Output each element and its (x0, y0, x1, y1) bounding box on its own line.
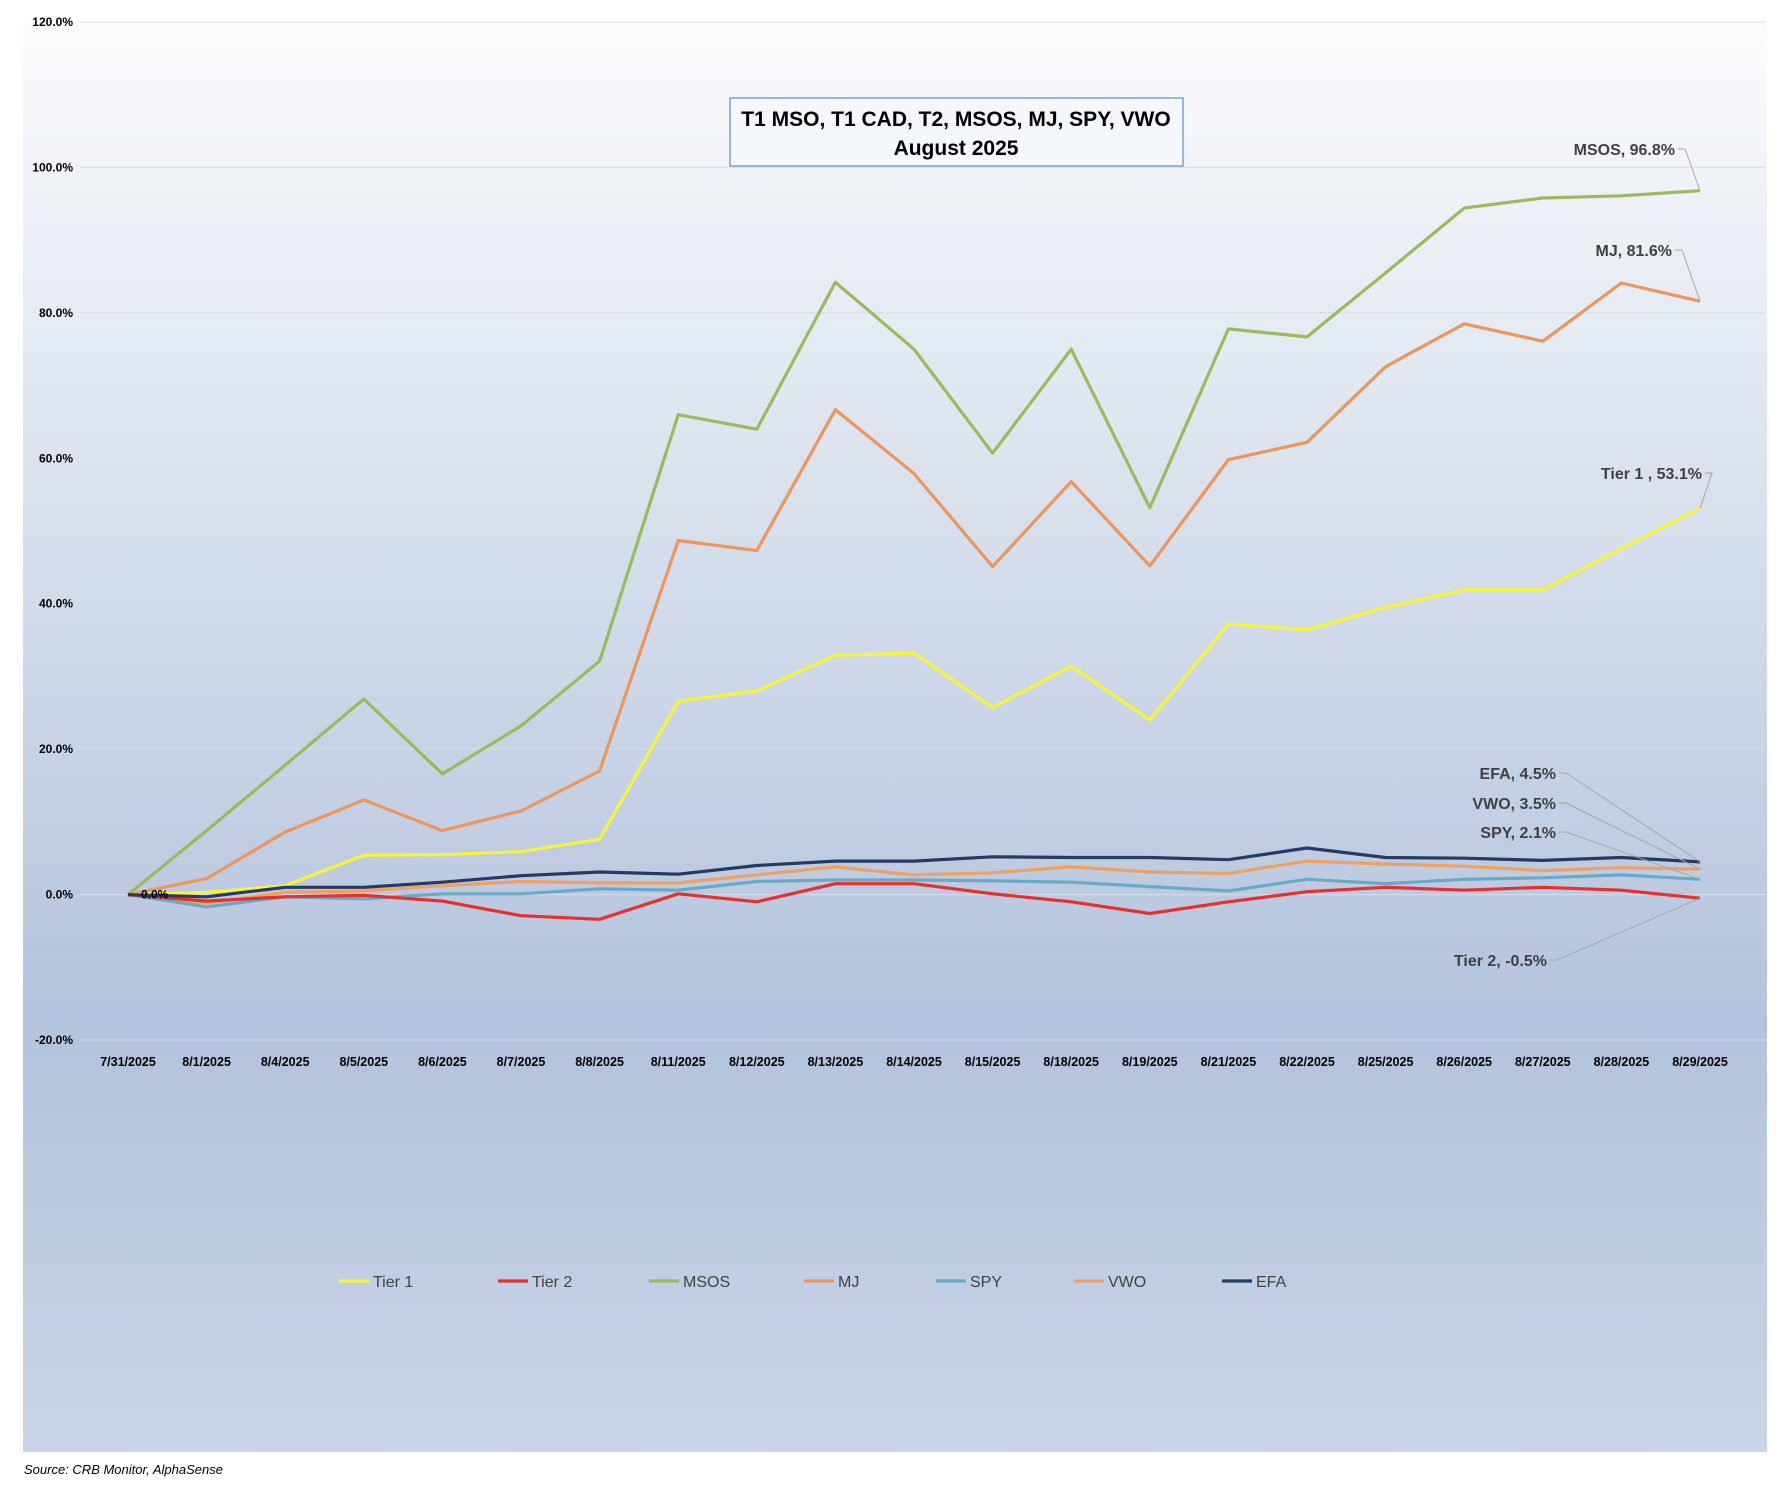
x-tick-label: 7/31/2025 (100, 1055, 156, 1069)
leader-line (1550, 897, 1701, 961)
y-tick-label: 100.0% (32, 160, 73, 174)
y-tick-label: -20.0% (35, 1033, 73, 1047)
start-label: 0.0% (141, 888, 169, 902)
legend-item-efa: EFA (1222, 1274, 1287, 1291)
source-note: Source: CRB Monitor, AlphaSense (24, 1462, 223, 1477)
x-tick-label: 8/18/2025 (1043, 1055, 1099, 1069)
x-tick-label: 8/7/2025 (497, 1055, 546, 1069)
end-label-tier-2: Tier 2, -0.5% (1454, 953, 1547, 970)
legend-item-msos: MSOS (649, 1274, 730, 1291)
x-tick-label: 8/6/2025 (418, 1055, 467, 1069)
x-tick-label: 8/1/2025 (182, 1055, 231, 1069)
end-label-msos: MSOS, 96.8% (1574, 142, 1675, 159)
x-tick-label: 8/5/2025 (339, 1055, 388, 1069)
leader-line (1699, 472, 1713, 509)
x-tick-label: 8/4/2025 (261, 1055, 310, 1069)
chart-title-line-1: T1 MSO, T1 CAD, T2, MSOS, MJ, SPY, VWO (741, 108, 1170, 131)
legend-label: MSOS (683, 1274, 730, 1291)
series-line-msos (126, 189, 1701, 896)
x-tick-label: 8/11/2025 (651, 1055, 706, 1069)
x-tick-label: 8/15/2025 (965, 1055, 1021, 1069)
end-label-mj: MJ, 81.6% (1596, 243, 1672, 260)
legend-item-tier-2: Tier 2 (498, 1274, 572, 1291)
legend-label: MJ (838, 1274, 859, 1291)
series-line-mj (127, 281, 1701, 897)
legend-label: Tier 1 (373, 1274, 413, 1291)
x-tick-label: 8/29/2025 (1672, 1055, 1728, 1069)
leader-line (1678, 148, 1701, 191)
x-tick-label: 8/13/2025 (808, 1055, 864, 1069)
x-tick-label: 8/12/2025 (729, 1055, 785, 1069)
y-tick-label: 80.0% (39, 306, 73, 320)
x-tick-label: 8/8/2025 (575, 1055, 624, 1069)
end-label-tier-1: Tier 1 , 53.1% (1601, 466, 1702, 483)
x-tick-label: 8/25/2025 (1358, 1055, 1414, 1069)
chart-title-box: T1 MSO, T1 CAD, T2, MSOS, MJ, SPY, VWO A… (729, 97, 1184, 167)
y-tick-label: 60.0% (39, 451, 73, 465)
y-tick-label: 20.0% (39, 742, 73, 756)
plot-background (23, 22, 1767, 1452)
x-tick-label: 8/28/2025 (1594, 1055, 1650, 1069)
legend-label: EFA (1256, 1274, 1287, 1291)
end-label-efa: EFA, 4.5% (1480, 766, 1556, 783)
leader-line (1559, 772, 1701, 863)
legend: Tier 1 Tier 2 MSOS MJ SPY VWO EFA (339, 1274, 1287, 1291)
legend-item-tier-1: Tier 1 (339, 1274, 413, 1291)
end-label-vwo: VWO, 3.5% (1472, 796, 1556, 813)
x-tick-label: 8/21/2025 (1201, 1055, 1257, 1069)
legend-item-spy: SPY (936, 1274, 1002, 1291)
series-line-efa (127, 846, 1701, 899)
legend-label: Tier 2 (532, 1274, 572, 1291)
x-tick-label: 8/22/2025 (1279, 1055, 1335, 1069)
leader-line (1559, 802, 1701, 870)
y-tick-label: 0.0% (46, 888, 74, 902)
leader-line (1675, 249, 1701, 302)
legend-item-vwo: VWO (1074, 1274, 1146, 1291)
series-line-tier-1 (127, 507, 1701, 897)
x-tick-label: 8/26/2025 (1436, 1055, 1492, 1069)
series-line-vwo (127, 859, 1701, 905)
series-line-tier-2 (127, 882, 1701, 921)
chart-title-line-2: August 2025 (894, 137, 1019, 160)
y-tick-label: 40.0% (39, 597, 73, 611)
x-tick-label: 8/19/2025 (1122, 1055, 1178, 1069)
legend-label: VWO (1108, 1274, 1146, 1291)
leader-line (1559, 831, 1701, 880)
legend-item-mj: MJ (804, 1274, 859, 1291)
legend-label: SPY (970, 1274, 1002, 1291)
y-tick-label: 120.0% (32, 15, 73, 29)
x-tick-label: 8/14/2025 (886, 1055, 942, 1069)
x-tick-label: 8/27/2025 (1515, 1055, 1571, 1069)
end-label-spy: SPY, 2.1% (1480, 825, 1556, 842)
